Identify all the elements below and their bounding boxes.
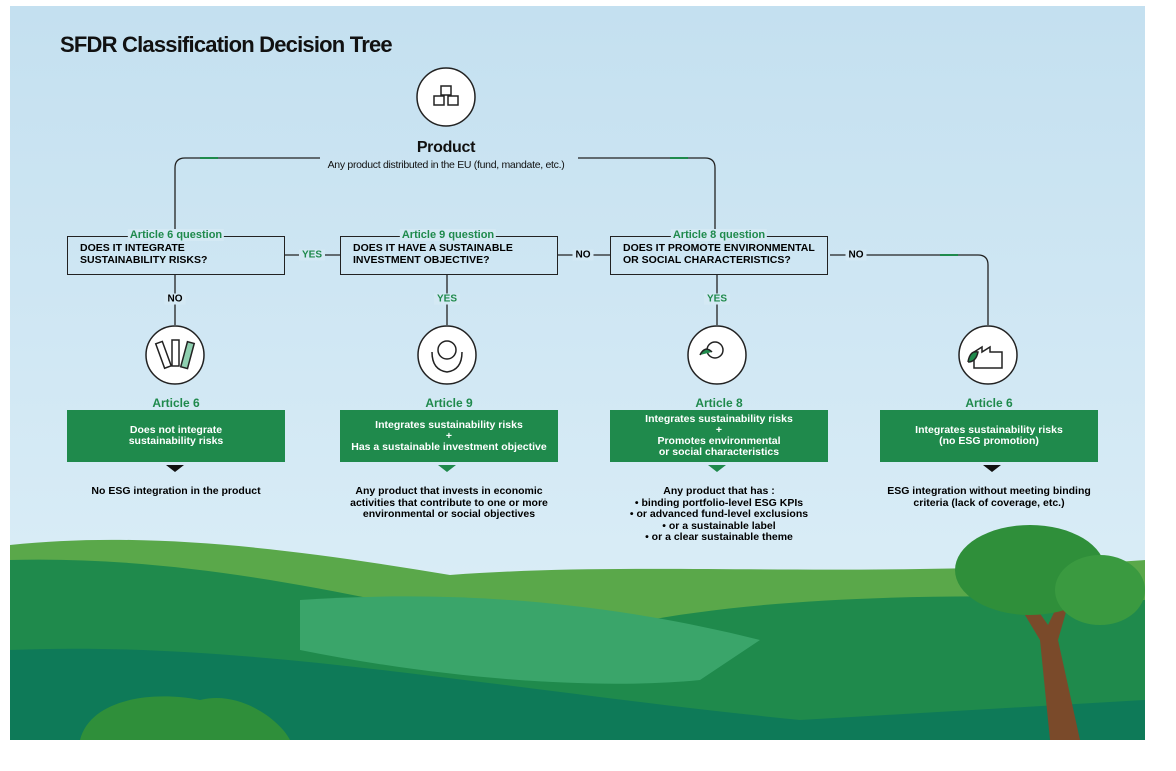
connector (174, 157, 320, 236)
note-line: Any product that invests in economic act… (350, 485, 548, 520)
question-tag: Article 6 question (127, 229, 225, 241)
title: SFDR Classification Decision Tree (60, 32, 393, 57)
note-line: ESG integration without meeting binding … (887, 485, 1091, 509)
outcome-note: ESG integration without meeting binding … (880, 485, 1098, 509)
root-description: Any product distributed in the EU (fund,… (327, 159, 565, 171)
outcome-box: Integrates sustainability risks + Promotes… (610, 410, 828, 462)
pointer (166, 465, 184, 472)
edge-label: NO (164, 293, 186, 305)
glyph (699, 348, 713, 356)
outcome-line: or social characteristics (658, 446, 780, 458)
question-box: DOES IT INTEGRATE SUSTAINABILITY RISKS? (67, 236, 285, 275)
edge-label: YES (433, 293, 461, 305)
outcome-note: Any product that invests in economic act… (340, 485, 558, 521)
glyph (967, 350, 979, 363)
glyph (447, 95, 459, 106)
edge-label: NO (572, 249, 594, 261)
outcome-article: Article 6 (965, 396, 1013, 410)
outcome-article: Article 8 (695, 396, 743, 410)
outcome-line: Integrates sustainability risks (915, 424, 1063, 436)
edge-label: YES (703, 293, 731, 305)
note-line: • or a clear sustainable theme (645, 531, 793, 543)
note-line: • or a sustainable label (662, 519, 776, 532)
tree-crown (1055, 555, 1145, 625)
icons (145, 67, 1018, 385)
outcome-line: (no ESG promotion) (939, 435, 1039, 447)
outcome-box: Integrates sustainability risks + Has a su… (340, 410, 558, 462)
question-tag: Article 9 question (399, 229, 497, 241)
glyph (171, 339, 180, 367)
outcome-line: Promotes environmental (657, 435, 781, 447)
outcome-line: Has a sustainable investment objective (351, 440, 547, 453)
hill (10, 648, 1145, 740)
note-line: • or advanced fund-level exclusions (629, 508, 809, 520)
edge-label: YES (298, 249, 326, 261)
glyph (154, 340, 173, 370)
note-line: • binding portfolio-level ESG KPIs (634, 496, 804, 509)
glyph (973, 345, 1003, 369)
pointers (166, 465, 1001, 472)
outcome-note: Any product that has : • binding portfoli… (610, 485, 828, 544)
outcome-box: Integrates sustainability risks (no ESG p… (880, 410, 1098, 462)
outcome-line: Integrates sustainability risks (645, 413, 793, 425)
root-label: Product (416, 139, 476, 156)
note-line: No ESG integration in the product (91, 485, 261, 497)
glyph (179, 340, 196, 370)
glyph (440, 85, 452, 96)
accents (200, 157, 958, 256)
outcome-box: Does not integrate sustainability risks (67, 410, 285, 462)
outcome-line: Does not integrate (129, 424, 223, 436)
glyph (433, 95, 445, 106)
pointer (708, 465, 726, 472)
pointer (438, 465, 456, 472)
outcome-article: Article 9 (425, 396, 473, 410)
outcome-line: + (445, 429, 453, 442)
question-box: DOES IT HAVE A SUSTAINABLE INVESTMENT OB… (340, 236, 558, 275)
glyph (431, 351, 463, 373)
connector (830, 254, 989, 325)
question-tag: Article 8 question (670, 229, 768, 241)
field (300, 596, 760, 684)
outcome-note: No ESG integration in the product (67, 485, 285, 498)
outcome-article: Article 6 (152, 396, 200, 410)
bush (80, 696, 290, 740)
pointer (983, 465, 1001, 472)
tree-trunk (1010, 585, 1080, 740)
outcome-line: Integrates sustainability risks (375, 418, 523, 431)
glyph (437, 340, 457, 360)
note-line: Any product that has : (663, 485, 775, 497)
question-box: DOES IT PROMOTE ENVIRONMENTAL OR SOCIAL … (610, 236, 828, 275)
edge-label: NO (845, 249, 867, 261)
outcome-line: + (715, 424, 723, 436)
icon-product (416, 67, 476, 127)
outcome-line: sustainability risks (128, 435, 224, 447)
connector (578, 157, 716, 236)
